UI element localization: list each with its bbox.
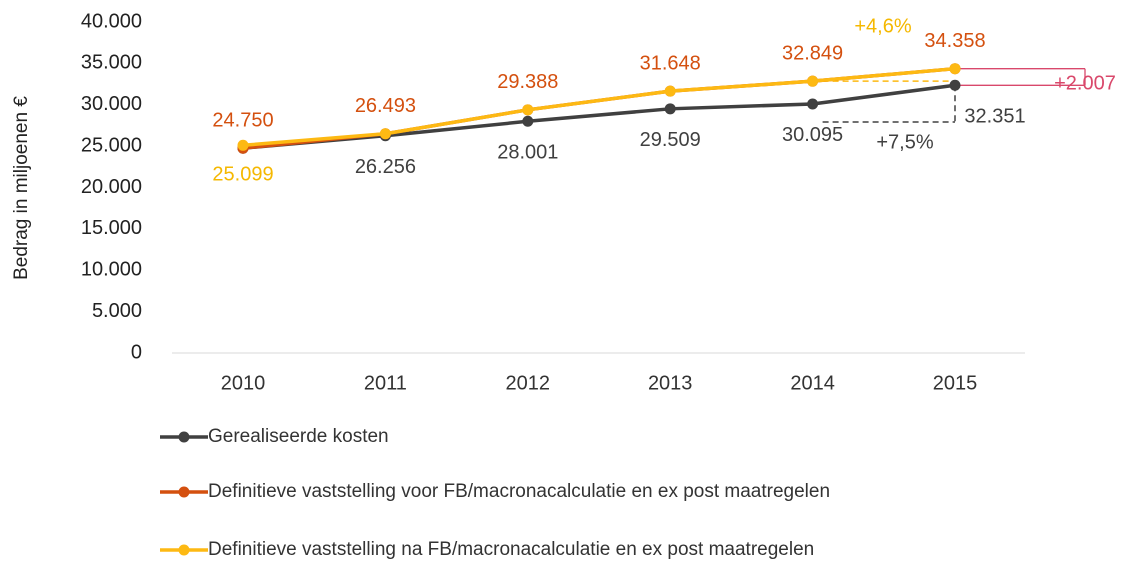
y-tick-label: 15.000 bbox=[81, 217, 142, 239]
data-label: 29.388 bbox=[497, 71, 558, 93]
annotation: +4,6% bbox=[854, 15, 911, 37]
series-point bbox=[949, 79, 961, 91]
x-tick-label: 2013 bbox=[648, 372, 693, 394]
x-tick-label: 2010 bbox=[221, 372, 266, 394]
series-point bbox=[664, 85, 676, 97]
annotation: +7,5% bbox=[876, 131, 933, 153]
x-tick-label: 2014 bbox=[790, 372, 835, 394]
legend-label: Definitieve vaststelling voor FB/macrona… bbox=[208, 481, 831, 502]
data-label: 26.256 bbox=[355, 156, 416, 178]
series-point bbox=[379, 128, 391, 140]
legend-swatch bbox=[160, 486, 208, 498]
y-tick-label: 40.000 bbox=[81, 10, 142, 32]
x-tick-label: 2012 bbox=[506, 372, 551, 394]
series-point bbox=[949, 63, 961, 75]
data-label: 34.358 bbox=[924, 30, 985, 52]
legend-swatch bbox=[160, 544, 208, 556]
y-tick-label: 5.000 bbox=[92, 300, 142, 322]
series-point bbox=[237, 139, 249, 151]
legend-item: Gerealiseerde kosten bbox=[160, 425, 389, 449]
y-tick-label: 0 bbox=[131, 341, 142, 363]
legend-item: Definitieve vaststelling voor FB/macrona… bbox=[160, 480, 908, 504]
y-tick-label: 20.000 bbox=[81, 176, 142, 198]
chart: Bedrag in miljoenen € 0 5.000 10.000 15.000… bbox=[11, 10, 1116, 394]
y-tick-label: 25.000 bbox=[81, 134, 142, 156]
legend-label: Definitieve vaststelling na FB/macronaca… bbox=[208, 539, 815, 560]
legend-swatch bbox=[160, 431, 208, 443]
y-tick-label: 10.000 bbox=[81, 259, 142, 281]
y-axis-label: Bedrag in miljoenen € bbox=[11, 96, 32, 280]
legend-item: Definitieve vaststelling na FB/macronaca… bbox=[160, 538, 814, 561]
data-label: 25.099 bbox=[212, 164, 273, 186]
series-point bbox=[807, 98, 819, 110]
series-point bbox=[807, 75, 819, 87]
series-point bbox=[522, 104, 534, 116]
series-line bbox=[242, 66, 956, 148]
series-point bbox=[664, 103, 676, 115]
data-label: 32.849 bbox=[782, 42, 843, 64]
data-label: 30.095 bbox=[782, 124, 843, 146]
x-tick-label: 2011 bbox=[364, 372, 407, 394]
data-label: 32.351 bbox=[964, 106, 1025, 128]
y-tick-label: 35.000 bbox=[81, 52, 142, 74]
x-tick-label: 2015 bbox=[933, 372, 978, 394]
data-label: 31.648 bbox=[640, 52, 701, 74]
data-label: 24.750 bbox=[212, 109, 273, 131]
series-point bbox=[522, 115, 534, 127]
y-tick-label: 30.000 bbox=[81, 93, 142, 115]
data-label: 29.509 bbox=[640, 129, 701, 151]
annotation: +2.007 bbox=[1054, 72, 1116, 94]
legend-label: Gerealiseerde kosten bbox=[208, 426, 389, 447]
data-label: 28.001 bbox=[497, 142, 558, 164]
data-label: 26.493 bbox=[355, 95, 416, 117]
